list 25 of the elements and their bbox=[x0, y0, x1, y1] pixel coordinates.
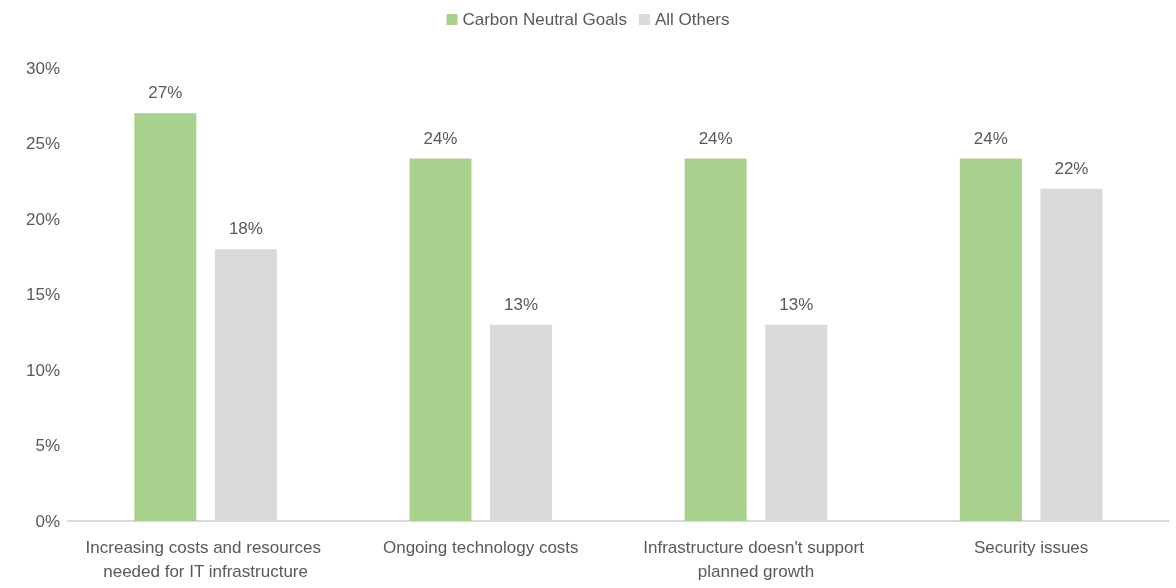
legend-label: Carbon Neutral Goals bbox=[462, 10, 627, 29]
data-label: 24% bbox=[973, 128, 1008, 148]
y-tick-label: 15% bbox=[25, 285, 60, 304]
data-label: 18% bbox=[228, 219, 263, 239]
data-label: 24% bbox=[698, 128, 733, 148]
x-tick-label: Ongoing technology costs bbox=[382, 537, 579, 557]
bar bbox=[684, 158, 747, 521]
y-tick-label: 20% bbox=[25, 209, 60, 229]
bar bbox=[134, 113, 197, 521]
y-tick-label: 30% bbox=[25, 58, 60, 78]
bar bbox=[409, 158, 472, 521]
x-tick-label: Security issues bbox=[973, 537, 1089, 557]
data-label: 13% bbox=[779, 294, 814, 314]
bar bbox=[959, 158, 1022, 521]
data-label: 13% bbox=[504, 294, 539, 314]
data-label: 24% bbox=[423, 128, 458, 148]
data-label: 27% bbox=[148, 83, 183, 103]
y-tick-label: 25% bbox=[25, 134, 60, 153]
y-tick-label: 10% bbox=[25, 360, 60, 380]
x-tick-label: Increasing costs and resources needed for IT infrastructure bbox=[85, 537, 326, 581]
legend-label: All Others bbox=[654, 10, 730, 29]
x-tick-label: Infrastructure doesn't support planned growth bbox=[643, 537, 869, 581]
y-tick-label: 5% bbox=[35, 436, 60, 455]
data-label: 22% bbox=[1054, 158, 1089, 178]
y-tick-label: 0% bbox=[35, 511, 60, 531]
